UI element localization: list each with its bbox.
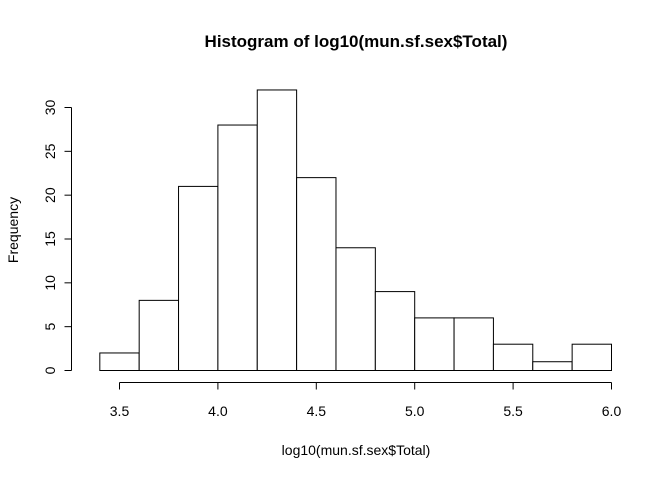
y-tick-label: 0	[42, 366, 58, 374]
x-tick-label: 3.5	[110, 403, 130, 419]
bars-group	[99, 89, 613, 372]
y-tick-label: 15	[42, 231, 58, 247]
y-axis: 0 5 10 15 20 25 30	[42, 100, 72, 374]
x-tick-label: 6.0	[602, 403, 622, 419]
x-tick-label: 4.0	[208, 403, 228, 419]
y-tick-label: 25	[42, 143, 58, 159]
chart-title: Histogram of log10(mun.sf.sex$Total)	[205, 32, 508, 51]
x-tick-label: 4.5	[307, 403, 327, 419]
histogram-bar-12	[571, 343, 613, 372]
y-tick-label: 10	[42, 275, 58, 291]
histogram-bar-8	[414, 317, 455, 371]
y-tick-label: 20	[42, 187, 58, 203]
histogram-bar-11	[532, 361, 573, 372]
histogram-bar-7	[374, 291, 416, 372]
histogram-bar-4	[256, 89, 298, 371]
x-tick-label: 5.0	[405, 403, 425, 419]
y-tick-label: 30	[42, 100, 58, 116]
x-axis: 3.5 4.0 4.5 5.0 5.5 6.0	[110, 382, 622, 419]
histogram-bar-1	[138, 299, 180, 371]
histogram-bar-9	[453, 317, 494, 371]
histogram-bar-3	[217, 124, 258, 371]
histogram-bar-5	[296, 177, 337, 371]
x-axis-label: log10(mun.sf.sex$Total)	[282, 442, 431, 458]
histogram-bar-10	[492, 343, 534, 372]
y-axis-label: Frequency	[5, 197, 21, 263]
x-tick-label: 5.5	[503, 403, 523, 419]
y-tick-label: 5	[42, 323, 58, 331]
histogram-bar-0	[99, 352, 140, 372]
histogram-bar-6	[335, 247, 376, 371]
histogram-bar-2	[178, 185, 219, 371]
